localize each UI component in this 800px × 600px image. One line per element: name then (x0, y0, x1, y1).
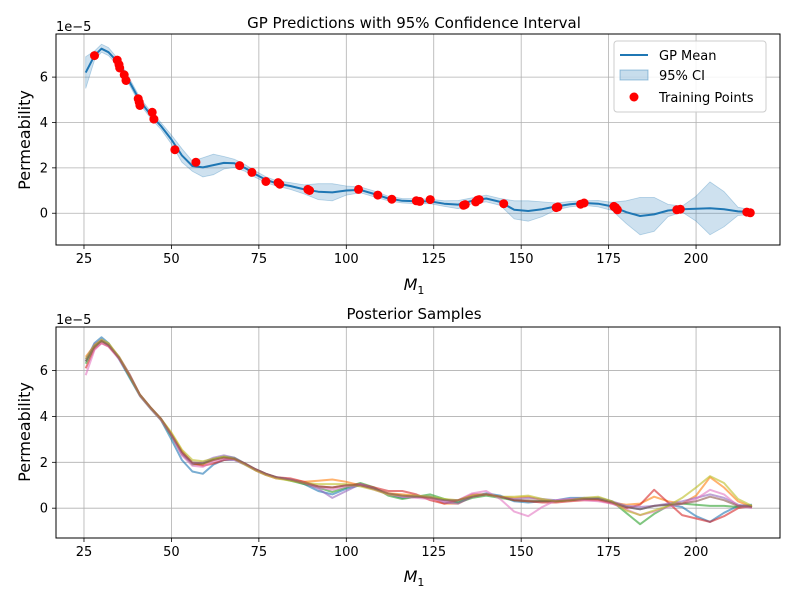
x-tick-label: 100 (334, 252, 359, 267)
training-point (499, 199, 509, 209)
y-tick-label: 2 (40, 161, 48, 176)
y-offset-label: 1e−5 (56, 313, 91, 328)
x-axis-ticks: 25 50 75 100 125 150 175 200 (76, 245, 709, 267)
legend-box (613, 40, 767, 113)
training-point (235, 161, 245, 171)
y-axis-ticks: 0 2 4 6 (40, 71, 56, 222)
training-point (275, 179, 285, 189)
legend-swatch-points (629, 92, 639, 102)
y-tick-label: 6 (40, 364, 48, 379)
y-tick-label: 4 (40, 410, 48, 425)
training-point (261, 177, 271, 186)
training-point (191, 157, 201, 167)
posterior-samples-chart: Posterior Samples 25 50 75 100 125 150 175 200 … (15, 305, 781, 589)
training-point (745, 208, 755, 218)
training-point (579, 198, 589, 208)
training-point (354, 184, 363, 194)
posterior-sample-line (84, 338, 753, 517)
legend-label-points: Training Points (658, 91, 754, 106)
x-tick-label: 25 (76, 252, 93, 267)
training-point (135, 101, 145, 110)
training-points-group (90, 51, 755, 218)
training-point (460, 200, 470, 210)
x-tick-label: 125 (421, 545, 446, 560)
training-point (147, 107, 157, 117)
x-tick-label: 75 (251, 252, 268, 267)
y-tick-label: 6 (40, 71, 48, 86)
training-point (170, 145, 180, 155)
x-tick-label: 75 (251, 545, 268, 560)
legend-label-mean: GP Mean (659, 49, 716, 64)
x-tick-label: 50 (163, 545, 180, 560)
sample-lines-group (84, 336, 753, 526)
training-point (612, 205, 622, 215)
y-axis-label: Permeability (15, 382, 34, 482)
training-point (387, 194, 397, 204)
y-tick-label: 0 (40, 502, 48, 517)
training-point (115, 63, 125, 73)
plot-frame (55, 326, 781, 539)
gp-predictions-chart: GP Predictions with 95% Confidence Inter… (15, 14, 781, 297)
x-axis-ticks: 25 50 75 100 125 150 175 200 (76, 538, 709, 560)
x-tick-label: 25 (76, 545, 93, 560)
y-axis-ticks: 0 2 4 6 (40, 364, 56, 517)
legend-label-ci: 95% CI (659, 69, 705, 84)
training-point (675, 204, 685, 214)
y-tick-label: 2 (40, 456, 48, 471)
training-point (553, 202, 563, 212)
training-point (121, 76, 131, 85)
training-point (305, 186, 315, 195)
legend-swatch-ci (619, 69, 649, 81)
chart-title: GP Predictions with 95% Confidence Inter… (247, 14, 581, 32)
y-tick-label: 0 (40, 207, 48, 222)
training-point (149, 114, 159, 124)
x-tick-label: 200 (684, 252, 709, 267)
chart-title: Posterior Samples (346, 305, 481, 323)
x-tick-label: 150 (509, 545, 534, 560)
x-axis-label: M1 (404, 275, 425, 297)
plot-frame (55, 33, 781, 246)
training-point (415, 196, 425, 206)
x-tick-label: 125 (421, 252, 446, 267)
y-tick-label: 4 (40, 116, 48, 131)
training-point (474, 195, 484, 205)
x-tick-label: 150 (509, 252, 534, 267)
x-tick-label: 175 (596, 252, 621, 267)
x-axis-label: M1 (404, 567, 425, 589)
training-point (373, 190, 383, 200)
x-tick-label: 50 (163, 252, 180, 267)
training-point (247, 167, 257, 177)
y-offset-label: 1e−5 (56, 20, 91, 35)
x-tick-label: 175 (596, 545, 621, 560)
x-tick-label: 200 (684, 545, 709, 560)
x-tick-label: 100 (334, 545, 359, 560)
training-point (425, 195, 435, 205)
y-axis-label: Permeability (15, 90, 34, 190)
legend: GP Mean 95% CI Training Points (613, 40, 767, 113)
training-point (90, 51, 99, 61)
posterior-sample-line (84, 339, 753, 511)
